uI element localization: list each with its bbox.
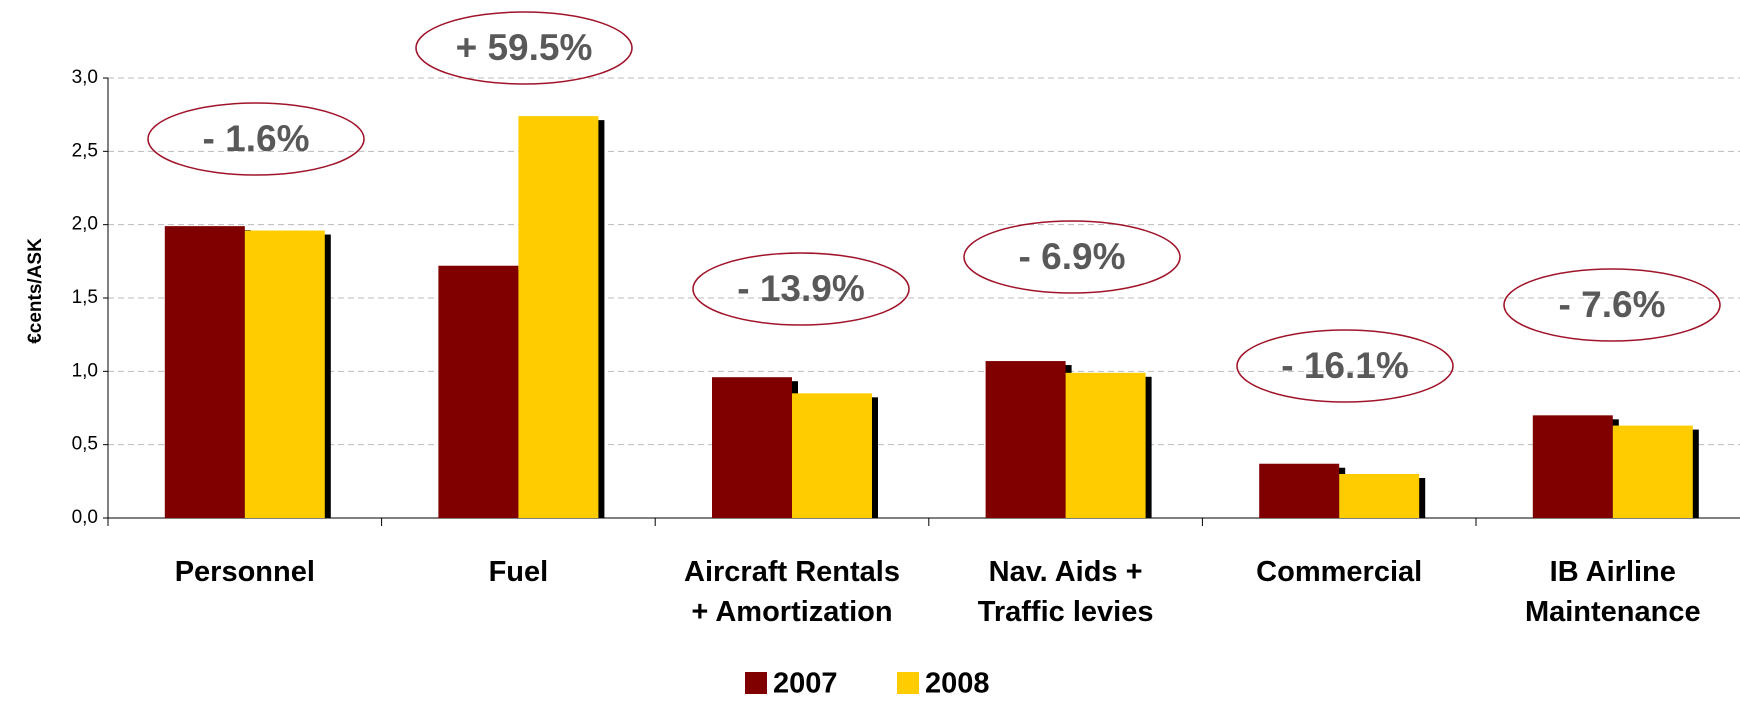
bar — [244, 230, 325, 519]
x-tick-label: Commercial — [1256, 556, 1423, 588]
bar — [438, 265, 519, 518]
annotation-ellipse — [1236, 329, 1454, 403]
bar — [792, 393, 872, 518]
annotation: - 13.9% — [737, 268, 865, 309]
x-tick-label: Nav. Aids + Traffic levies — [977, 556, 1154, 628]
y-axis-label: €cents/ASK — [25, 238, 46, 344]
annotation: + 59.5% — [456, 27, 593, 68]
x-tick-label: Personnel — [174, 556, 315, 588]
bar — [1612, 425, 1693, 518]
x-tick-label: Fuel — [488, 556, 549, 588]
legend-label: 2008 — [925, 668, 990, 700]
annotation-ellipse — [147, 102, 365, 176]
bar — [1339, 474, 1420, 518]
y-tick-label: 1,5 — [72, 287, 98, 308]
annotation: - 7.6% — [1559, 284, 1666, 325]
annotation: - 16.1% — [1281, 345, 1409, 386]
y-tick-label: 0,5 — [72, 434, 98, 455]
bar — [1259, 463, 1340, 518]
bar — [518, 116, 599, 518]
annotation-ellipse — [415, 11, 633, 85]
bar — [1065, 372, 1146, 518]
y-tick-label: 2,0 — [72, 214, 98, 235]
annotation-ellipse — [692, 252, 910, 326]
annotation: - 1.6% — [203, 118, 310, 159]
y-tick-label: 2,5 — [72, 140, 98, 161]
legend-swatch — [897, 672, 919, 694]
y-tick-label: 0,0 — [72, 507, 98, 528]
x-tick-label: IB Airline Maintenance — [1524, 556, 1701, 628]
bar — [985, 361, 1066, 518]
annotation-ellipse — [1503, 268, 1721, 342]
bar — [164, 226, 245, 518]
annotation: - 6.9% — [1019, 236, 1126, 277]
annotation-ellipse — [963, 220, 1181, 294]
y-tick-label: 1,0 — [72, 360, 98, 381]
bar — [712, 377, 792, 518]
legend-label: 2007 — [773, 668, 838, 700]
x-tick-label: Aircraft Rentals + Amortization — [684, 556, 900, 628]
bar — [1532, 415, 1613, 518]
legend-swatch — [745, 672, 767, 694]
y-tick-label: 3,0 — [72, 67, 98, 88]
